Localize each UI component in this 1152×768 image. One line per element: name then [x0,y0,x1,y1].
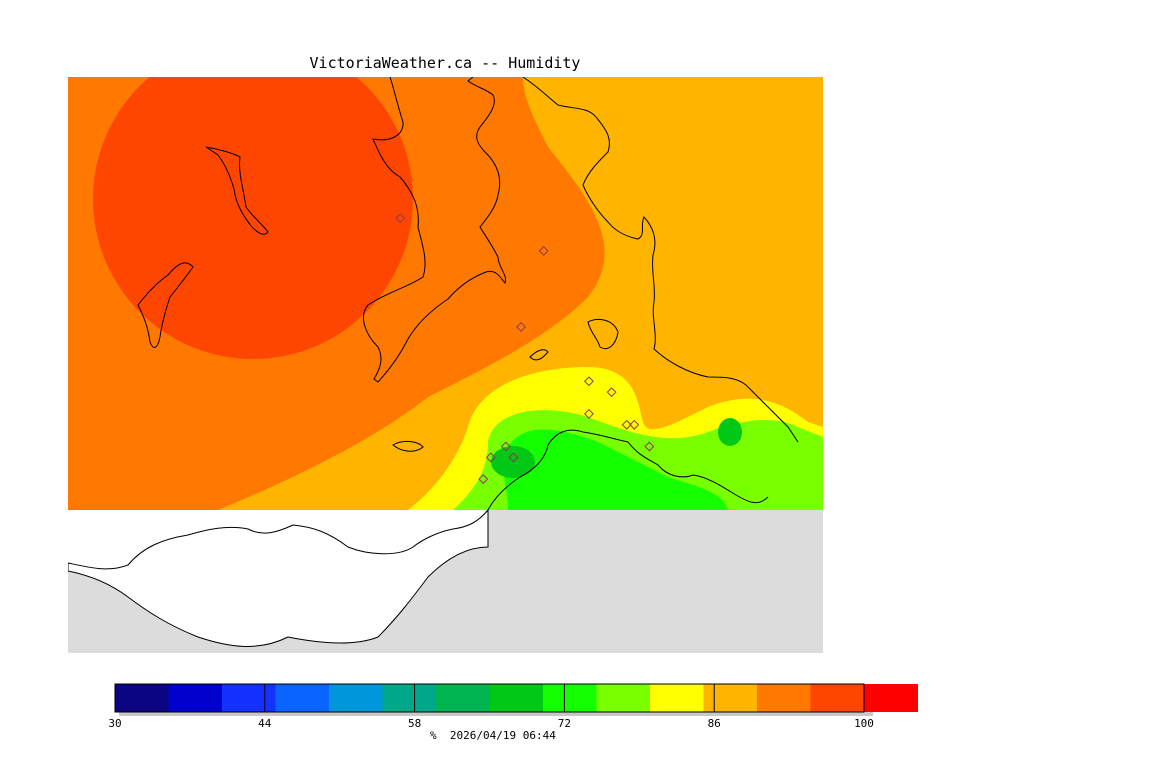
legend-footer: % 2026/04/19 06:44 [430,729,556,742]
station-marker [516,322,526,332]
legend-swatch [650,684,704,712]
islet-south [392,440,424,452]
legend-swatch [864,684,918,712]
station-marker [644,441,655,452]
east-coast [522,77,799,443]
station-marker [621,419,632,430]
station-marker [606,387,617,398]
saanich-islet [587,319,619,350]
legend-swatch [115,684,169,712]
humidity-map [68,77,823,653]
station-marker [584,376,594,387]
station-marker [508,452,519,463]
legend-swatch [436,684,490,712]
legend-tick-label: 30 [108,717,122,730]
station-marker [629,419,640,430]
humidity-band-93 [93,77,413,359]
legend-swatch [168,684,223,712]
legend-tick-label: 72 [557,717,572,730]
humidity-band-79 [218,77,823,510]
lake-south [137,262,194,348]
olympic-coast [68,508,489,647]
legend-swatch [703,684,758,712]
humidity-band-65-east [718,418,742,446]
legend-swatch [382,684,437,712]
legend-swatches [115,684,918,712]
legend-border [114,683,865,713]
legend-tick-label: 58 [407,717,422,730]
legend-swatch [810,684,865,712]
legend-swatch [596,684,651,712]
humidity-field [68,77,823,510]
lake-west [205,146,269,235]
station-marker [478,474,489,485]
legend-tick-label: 86 [707,717,721,730]
legend-swatch [757,684,811,712]
legend-shadow [119,689,873,716]
station-markers [395,213,655,485]
legend-tick-label: 100 [854,717,874,730]
station-marker [538,245,549,256]
station-marker [395,213,406,224]
legend-ticks [114,684,865,712]
legend-swatch [275,684,330,712]
station-marker [500,441,511,452]
legend-unit: % [430,729,437,742]
station-marker [584,408,594,419]
legend-timestamp: 2026/04/19 06:44 [449,729,556,742]
legend-swatch [543,684,597,712]
out-of-domain-water [68,510,823,653]
legend-tick-label: 44 [258,717,272,730]
legend-swatch [222,684,276,712]
station-marker [485,452,496,463]
legend-swatch [489,684,544,712]
humidity-band-65 [491,446,535,478]
map-title: VictoriaWeather.ca -- Humidity [309,54,581,72]
victoria-south-coast [487,429,769,511]
legend-swatch [329,684,383,712]
islet-small [529,349,549,361]
vancouver-island-coastline [363,77,507,383]
humidity-band-68 [503,429,728,510]
